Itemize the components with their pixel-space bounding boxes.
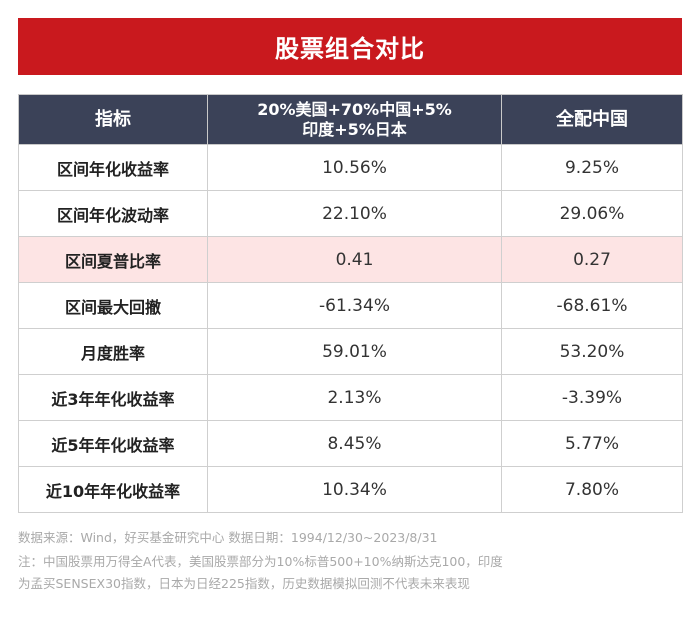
row-label: 近3年年化收益率 xyxy=(18,374,208,421)
header-indicator: 指标 xyxy=(18,94,208,145)
table-row-highlighted: 区间夏普比率 0.41 0.27 xyxy=(18,236,683,283)
footnote-line-1: 注：中国股票用万得全A代表，美国股票部分为10%标普500+10%纳斯达克100… xyxy=(18,554,503,569)
row-label: 区间年化收益率 xyxy=(18,144,208,191)
cell-portfolio-mix: 59.01% xyxy=(207,328,502,375)
table-row: 区间最大回撤 -61.34% -68.61% xyxy=(18,282,683,329)
table-row: 近10年年化收益率 10.34% 7.80% xyxy=(18,466,683,513)
table-row: 近5年年化收益率 8.45% 5.77% xyxy=(18,420,683,467)
cell-all-china: 5.77% xyxy=(501,420,683,467)
row-label: 区间夏普比率 xyxy=(18,236,208,283)
cell-all-china: 53.20% xyxy=(501,328,683,375)
cell-all-china: 0.27 xyxy=(501,236,683,283)
cell-all-china: 7.80% xyxy=(501,466,683,513)
row-label: 月度胜率 xyxy=(18,328,208,375)
table-row: 近3年年化收益率 2.13% -3.39% xyxy=(18,374,683,421)
cell-portfolio-mix: 22.10% xyxy=(207,190,502,237)
header-portfolio-mix: 20%美国+70%中国+5% 印度+5%日本 xyxy=(207,94,502,145)
table-header-row: 指标 20%美国+70%中国+5% 印度+5%日本 全配中国 xyxy=(18,94,683,145)
cell-all-china: -68.61% xyxy=(501,282,683,329)
header-all-china: 全配中国 xyxy=(501,94,683,145)
cell-all-china: 9.25% xyxy=(501,144,683,191)
header-portfolio-mix-line1: 20%美国+70%中国+5% xyxy=(257,100,452,120)
table-row: 区间年化波动率 22.10% 29.06% xyxy=(18,190,683,237)
data-source-note: 数据来源：Wind，好买基金研究中心 数据日期：1994/12/30~2023/… xyxy=(18,530,438,545)
comparison-table: 指标 20%美国+70%中国+5% 印度+5%日本 全配中国 区间年化收益率 1… xyxy=(18,94,683,513)
cell-portfolio-mix: 10.34% xyxy=(207,466,502,513)
row-label: 区间年化波动率 xyxy=(18,190,208,237)
row-label: 区间最大回撤 xyxy=(18,282,208,329)
cell-portfolio-mix: 0.41 xyxy=(207,236,502,283)
table-row: 区间年化收益率 10.56% 9.25% xyxy=(18,144,683,191)
cell-portfolio-mix: 8.45% xyxy=(207,420,502,467)
cell-portfolio-mix: 2.13% xyxy=(207,374,502,421)
header-portfolio-mix-line2: 印度+5%日本 xyxy=(302,119,407,139)
cell-all-china: -3.39% xyxy=(501,374,683,421)
row-label: 近10年年化收益率 xyxy=(18,466,208,513)
row-label: 近5年年化收益率 xyxy=(18,420,208,467)
table-row: 月度胜率 59.01% 53.20% xyxy=(18,328,683,375)
cell-portfolio-mix: 10.56% xyxy=(207,144,502,191)
cell-portfolio-mix: -61.34% xyxy=(207,282,502,329)
page-title: 股票组合对比 xyxy=(18,18,682,75)
cell-all-china: 29.06% xyxy=(501,190,683,237)
footnote-line-2: 为孟买SENSEX30指数，日本为日经225指数，历史数据模拟回测不代表未来表现 xyxy=(18,576,470,591)
